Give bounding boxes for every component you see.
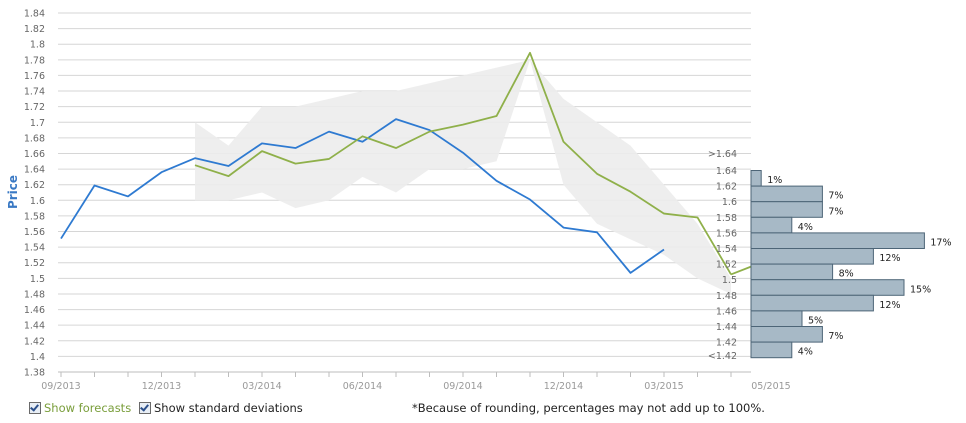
y-tick-label: 1.82: [24, 24, 45, 35]
checkbox-checked-icon[interactable]: [29, 402, 41, 414]
distribution-bin-label: 1.44: [716, 322, 737, 333]
distribution-percent-label: 12%: [879, 253, 900, 264]
y-tick-label: 1.84: [24, 9, 45, 20]
checkbox-checked-icon[interactable]: [139, 402, 151, 414]
y-tick-label: 1.7: [30, 118, 45, 129]
y-tick-label: 1.42: [24, 336, 45, 347]
y-tick-label: 1.8: [30, 40, 45, 51]
x-tick-label: 05/2015: [751, 381, 790, 392]
price-chart: 1.38 1.4 1.42 1.44 1.46 1.48 1.5 1.52 1.54 1.56 1.…: [6, 9, 952, 393]
series-lines: [60, 51, 752, 276]
distribution-bar: [750, 263, 834, 281]
distribution-bin-label: 1.5: [722, 275, 737, 286]
distribution-percent-label: 1%: [767, 175, 782, 186]
y-tick-label: 1.4: [30, 352, 45, 363]
distribution-bar: [750, 326, 823, 343]
y-tick-label: 1.48: [24, 289, 45, 300]
distribution-percent-label: 7%: [828, 206, 843, 217]
chart-footer: Show forecasts Show standard deviations …: [0, 398, 966, 420]
y-tick-label: 1.68: [24, 133, 45, 144]
distribution-bin-label: 1.54: [716, 244, 737, 255]
y-tick-label: 1.58: [24, 211, 45, 222]
distribution-bin-label: 1.64: [716, 166, 737, 177]
x-tick-labels: 09/2013 12/2013 03/2014 06/2014 09/2014 12/20…: [41, 372, 791, 392]
distribution-bar: [750, 248, 874, 265]
show-std-deviations-checkbox[interactable]: Show standard deviations: [139, 401, 303, 415]
y-tick-label: 1.6: [30, 196, 45, 207]
distribution-percent-label: 8%: [839, 269, 854, 280]
y-tick-label: 1.62: [24, 180, 45, 191]
y-tick-label: 1.52: [24, 258, 45, 269]
distribution-bin-label: 1.52: [716, 260, 737, 271]
distribution-bin-label: 1.62: [716, 182, 737, 193]
distribution-percent-label: 4%: [798, 347, 813, 358]
distribution-bin-label: 1.58: [716, 213, 737, 224]
distribution-bin-label: 1.42: [716, 338, 737, 349]
distribution-percent-label: 4%: [798, 222, 813, 233]
distribution-bar: [750, 341, 793, 359]
forecast-price-line: [194, 51, 732, 275]
y-tick-label: 1.78: [24, 55, 45, 66]
forecast-line-tail: [730, 265, 752, 276]
std-deviation-area: [195, 59, 731, 294]
y-tick-label: 1.56: [24, 227, 45, 238]
y-tick-label: 1.64: [24, 165, 45, 176]
y-tick-label: 1.46: [24, 305, 45, 316]
x-tick-label: 09/2014: [443, 381, 482, 392]
distribution-percent-label: 12%: [879, 300, 900, 311]
distribution-bin-label: 1.6: [722, 197, 737, 208]
distribution-bin-label: 1.46: [716, 306, 737, 317]
y-tick-label: 1.76: [24, 71, 45, 82]
y-tick-label: 1.44: [24, 321, 45, 332]
y-tick-labels: 1.38 1.4 1.42 1.44 1.46 1.48 1.5 1.52 1.54 1.56 1.…: [24, 9, 45, 379]
distribution-bin-label: 1.56: [716, 228, 737, 239]
x-tick-label: 12/2014: [544, 381, 583, 392]
actual-price-line: [60, 118, 665, 274]
distribution-bar: [750, 216, 793, 234]
rounding-footnote: *Because of rounding, percentages may no…: [412, 401, 765, 415]
distribution-bin-label: >1.64: [708, 149, 737, 160]
x-tick-label: 03/2015: [644, 381, 683, 392]
distribution-bar: [750, 232, 925, 249]
y-axis-label: Price: [6, 175, 20, 209]
y-tick-label: 1.5: [30, 274, 45, 285]
distribution-percent-label: 17%: [930, 238, 951, 249]
distribution-bin-label: 1.48: [716, 291, 737, 302]
distribution-bin-label: <1.42: [708, 351, 737, 362]
std-deviation-band: [195, 59, 731, 294]
distribution-bar: [750, 279, 905, 296]
distribution-percent-label: 5%: [808, 316, 823, 327]
show-forecasts-checkbox[interactable]: Show forecasts: [29, 401, 131, 415]
distribution-bar: [750, 170, 762, 187]
y-tick-label: 1.38: [24, 368, 45, 379]
distribution-bar: [750, 310, 803, 327]
distribution-percent-label: 7%: [828, 331, 843, 342]
distribution-histogram: >1.64 1.64 1.62 1.6 1.58 1.56 1.54 1.52 1.5 1.48 1…: [708, 149, 952, 362]
distribution-bar: [750, 201, 823, 218]
y-tick-label: 1.74: [24, 87, 45, 98]
x-tick-label: 06/2014: [343, 381, 382, 392]
y-tick-label: 1.54: [24, 243, 45, 254]
y-tick-label: 1.66: [24, 149, 45, 160]
distribution-bar: [750, 185, 823, 203]
distribution-percent-label: 7%: [828, 191, 843, 202]
y-tick-label: 1.72: [24, 102, 45, 113]
x-tick-label: 03/2014: [242, 381, 281, 392]
x-tick-label: 09/2013: [41, 381, 80, 392]
show-forecasts-label[interactable]: Show forecasts: [44, 401, 132, 415]
show-std-deviations-label[interactable]: Show standard deviations: [154, 401, 303, 415]
distribution-percent-label: 15%: [910, 284, 931, 295]
distribution-bar: [750, 294, 874, 312]
x-tick-label: 12/2013: [142, 381, 181, 392]
